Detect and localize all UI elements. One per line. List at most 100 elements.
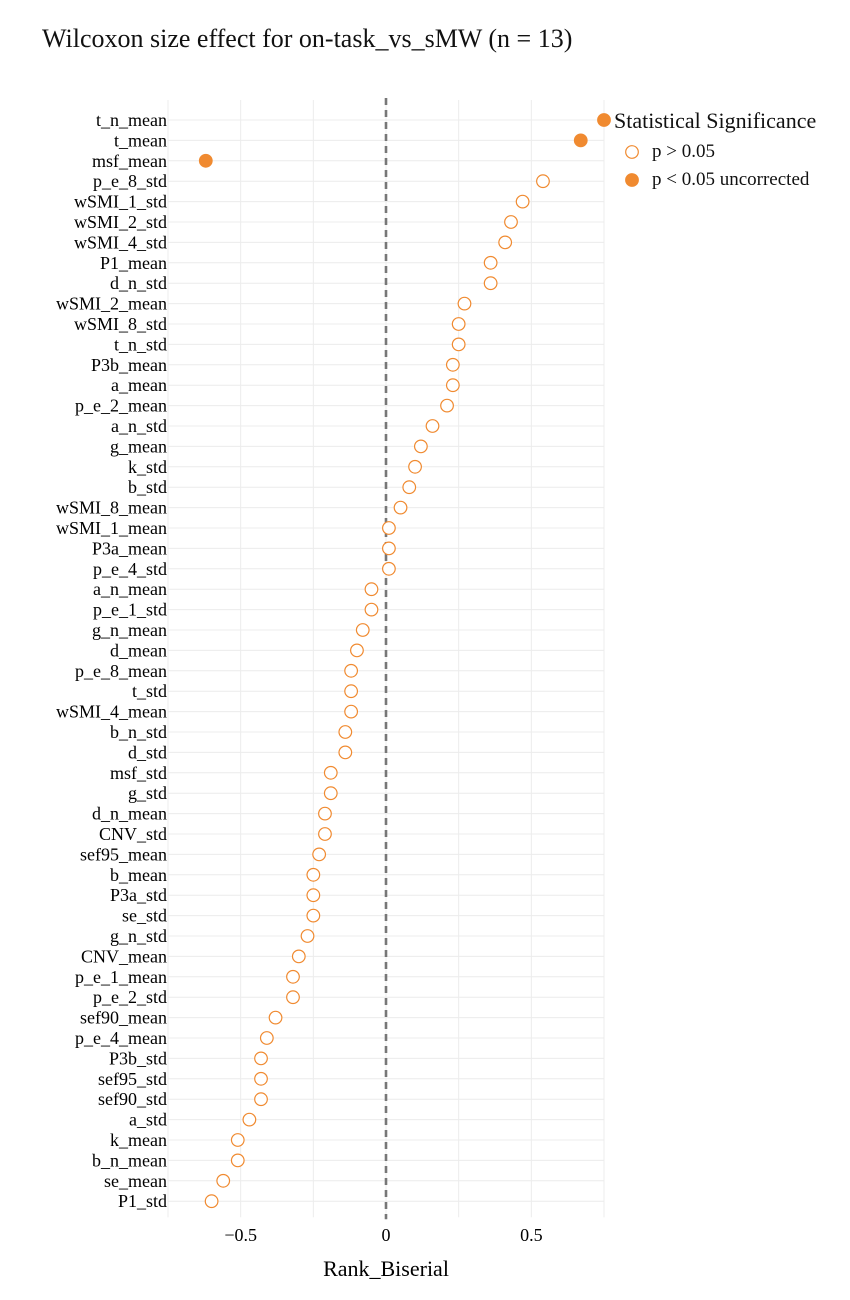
y-tick-label: g_n_mean bbox=[92, 620, 167, 640]
data-point bbox=[286, 990, 300, 1005]
y-tick-label: t_std bbox=[132, 681, 167, 701]
data-point bbox=[483, 276, 498, 291]
y-tick-label: P3a_std bbox=[110, 885, 167, 905]
y-tick-label: sef95_mean bbox=[80, 844, 167, 864]
y-tick-label: b_mean bbox=[110, 865, 167, 885]
x-axis-title: Rank_Biserial bbox=[323, 1256, 449, 1281]
data-point bbox=[393, 500, 408, 515]
y-tick-label: p_e_4_std bbox=[93, 559, 167, 579]
data-point bbox=[306, 908, 321, 923]
y-tick-label: d_mean bbox=[110, 640, 167, 660]
data-point bbox=[268, 1010, 283, 1025]
data-point bbox=[440, 398, 454, 413]
y-tick-label: k_mean bbox=[110, 1130, 167, 1150]
y-tick-label: k_std bbox=[128, 457, 167, 477]
data-point bbox=[382, 541, 396, 556]
legend-entry-not-significant: p > 0.05 bbox=[614, 138, 816, 166]
data-point bbox=[318, 827, 332, 841]
legend-label-not-significant: p > 0.05 bbox=[652, 141, 715, 162]
data-point bbox=[323, 765, 338, 780]
y-tick-labels: t_n_meant_meanmsf_meanp_e_8_stdwSMI_1_st… bbox=[56, 110, 167, 1211]
y-tick-label: a_mean bbox=[111, 375, 167, 395]
data-point-significant bbox=[198, 153, 213, 168]
data-point bbox=[344, 663, 359, 678]
data-point bbox=[344, 704, 359, 719]
data-point bbox=[536, 174, 550, 189]
y-tick-label: CNV_std bbox=[99, 824, 167, 844]
y-tick-label: wSMI_2_std bbox=[74, 212, 167, 232]
data-point bbox=[355, 623, 370, 637]
chart-title: Wilcoxon size effect for on-task_vs_sMW … bbox=[42, 24, 573, 53]
y-tick-label: p_e_1_mean bbox=[75, 967, 167, 987]
y-tick-label: b_n_mean bbox=[92, 1150, 167, 1170]
data-point bbox=[312, 847, 327, 862]
data-point-significant bbox=[597, 113, 611, 127]
y-tick-label: P3a_mean bbox=[92, 538, 167, 558]
data-point bbox=[408, 459, 422, 474]
data-point bbox=[338, 725, 353, 739]
data-point bbox=[425, 419, 440, 433]
x-tick-label: −0.5 bbox=[224, 1225, 257, 1245]
data-points bbox=[198, 113, 611, 1209]
legend-open-circle-icon bbox=[614, 138, 652, 166]
y-tick-label: sef90_std bbox=[98, 1089, 167, 1109]
data-point bbox=[382, 561, 396, 576]
y-tick-label: g_n_std bbox=[110, 926, 167, 946]
legend-title: Statistical Significance bbox=[614, 108, 817, 133]
y-tick-label: se_mean bbox=[104, 1171, 167, 1191]
y-tick-label: p_e_8_mean bbox=[75, 661, 167, 681]
data-point bbox=[451, 317, 466, 331]
data-point bbox=[402, 480, 417, 495]
y-tick-label: a_n_mean bbox=[93, 579, 167, 599]
y-tick-label: wSMI_1_mean bbox=[56, 518, 167, 538]
y-tick-label: se_std bbox=[122, 906, 167, 926]
y-tick-label: b_std bbox=[128, 477, 167, 497]
y-tick-label: p_e_2_std bbox=[93, 987, 167, 1007]
data-point bbox=[364, 582, 379, 597]
y-tick-label: P1_std bbox=[118, 1191, 167, 1211]
data-point bbox=[382, 521, 396, 535]
data-point bbox=[323, 786, 338, 801]
y-tick-label: wSMI_8_mean bbox=[56, 498, 167, 518]
y-tick-label: t_n_mean bbox=[96, 110, 167, 130]
legend-label-significant: p < 0.05 uncorrected bbox=[652, 169, 810, 190]
data-point bbox=[254, 1071, 268, 1086]
y-tick-label: wSMI_4_mean bbox=[56, 702, 167, 722]
y-tick-label: CNV_mean bbox=[81, 946, 167, 966]
data-point bbox=[230, 1153, 245, 1168]
data-point bbox=[498, 235, 513, 250]
y-tick-label: wSMI_8_std bbox=[74, 314, 167, 334]
y-tick-label: msf_mean bbox=[92, 151, 167, 171]
x-tick-label: 0 bbox=[382, 1225, 391, 1245]
data-point bbox=[242, 1112, 257, 1127]
data-point bbox=[445, 357, 460, 372]
y-tick-label: a_std bbox=[129, 1110, 167, 1130]
data-point bbox=[338, 745, 353, 760]
data-point bbox=[364, 602, 379, 617]
y-tick-label: p_e_8_std bbox=[93, 171, 167, 191]
data-point bbox=[254, 1051, 268, 1066]
data-point bbox=[515, 194, 530, 209]
y-tick-label: d_n_mean bbox=[92, 804, 167, 824]
data-point bbox=[344, 684, 359, 699]
data-point bbox=[216, 1173, 231, 1188]
y-tick-label: p_e_4_mean bbox=[75, 1028, 167, 1048]
data-point bbox=[306, 888, 321, 903]
y-tick-label: a_n_std bbox=[111, 416, 167, 436]
legend-filled-circle-icon bbox=[614, 166, 652, 194]
data-point bbox=[204, 1194, 219, 1209]
data-point bbox=[483, 255, 498, 270]
data-point bbox=[457, 296, 472, 311]
y-tick-label: P3b_std bbox=[109, 1048, 167, 1068]
y-tick-label: d_std bbox=[128, 742, 167, 762]
y-tick-label: P3b_mean bbox=[91, 355, 167, 375]
data-point bbox=[259, 1031, 274, 1045]
data-point bbox=[445, 378, 460, 393]
y-tick-label: b_n_std bbox=[110, 722, 167, 742]
data-point bbox=[306, 867, 321, 882]
data-point bbox=[300, 929, 315, 943]
legend: Statistical Significance p > 0.05 p < 0.… bbox=[614, 108, 816, 194]
y-tick-label: t_mean bbox=[114, 130, 167, 150]
data-point-significant bbox=[573, 133, 588, 148]
